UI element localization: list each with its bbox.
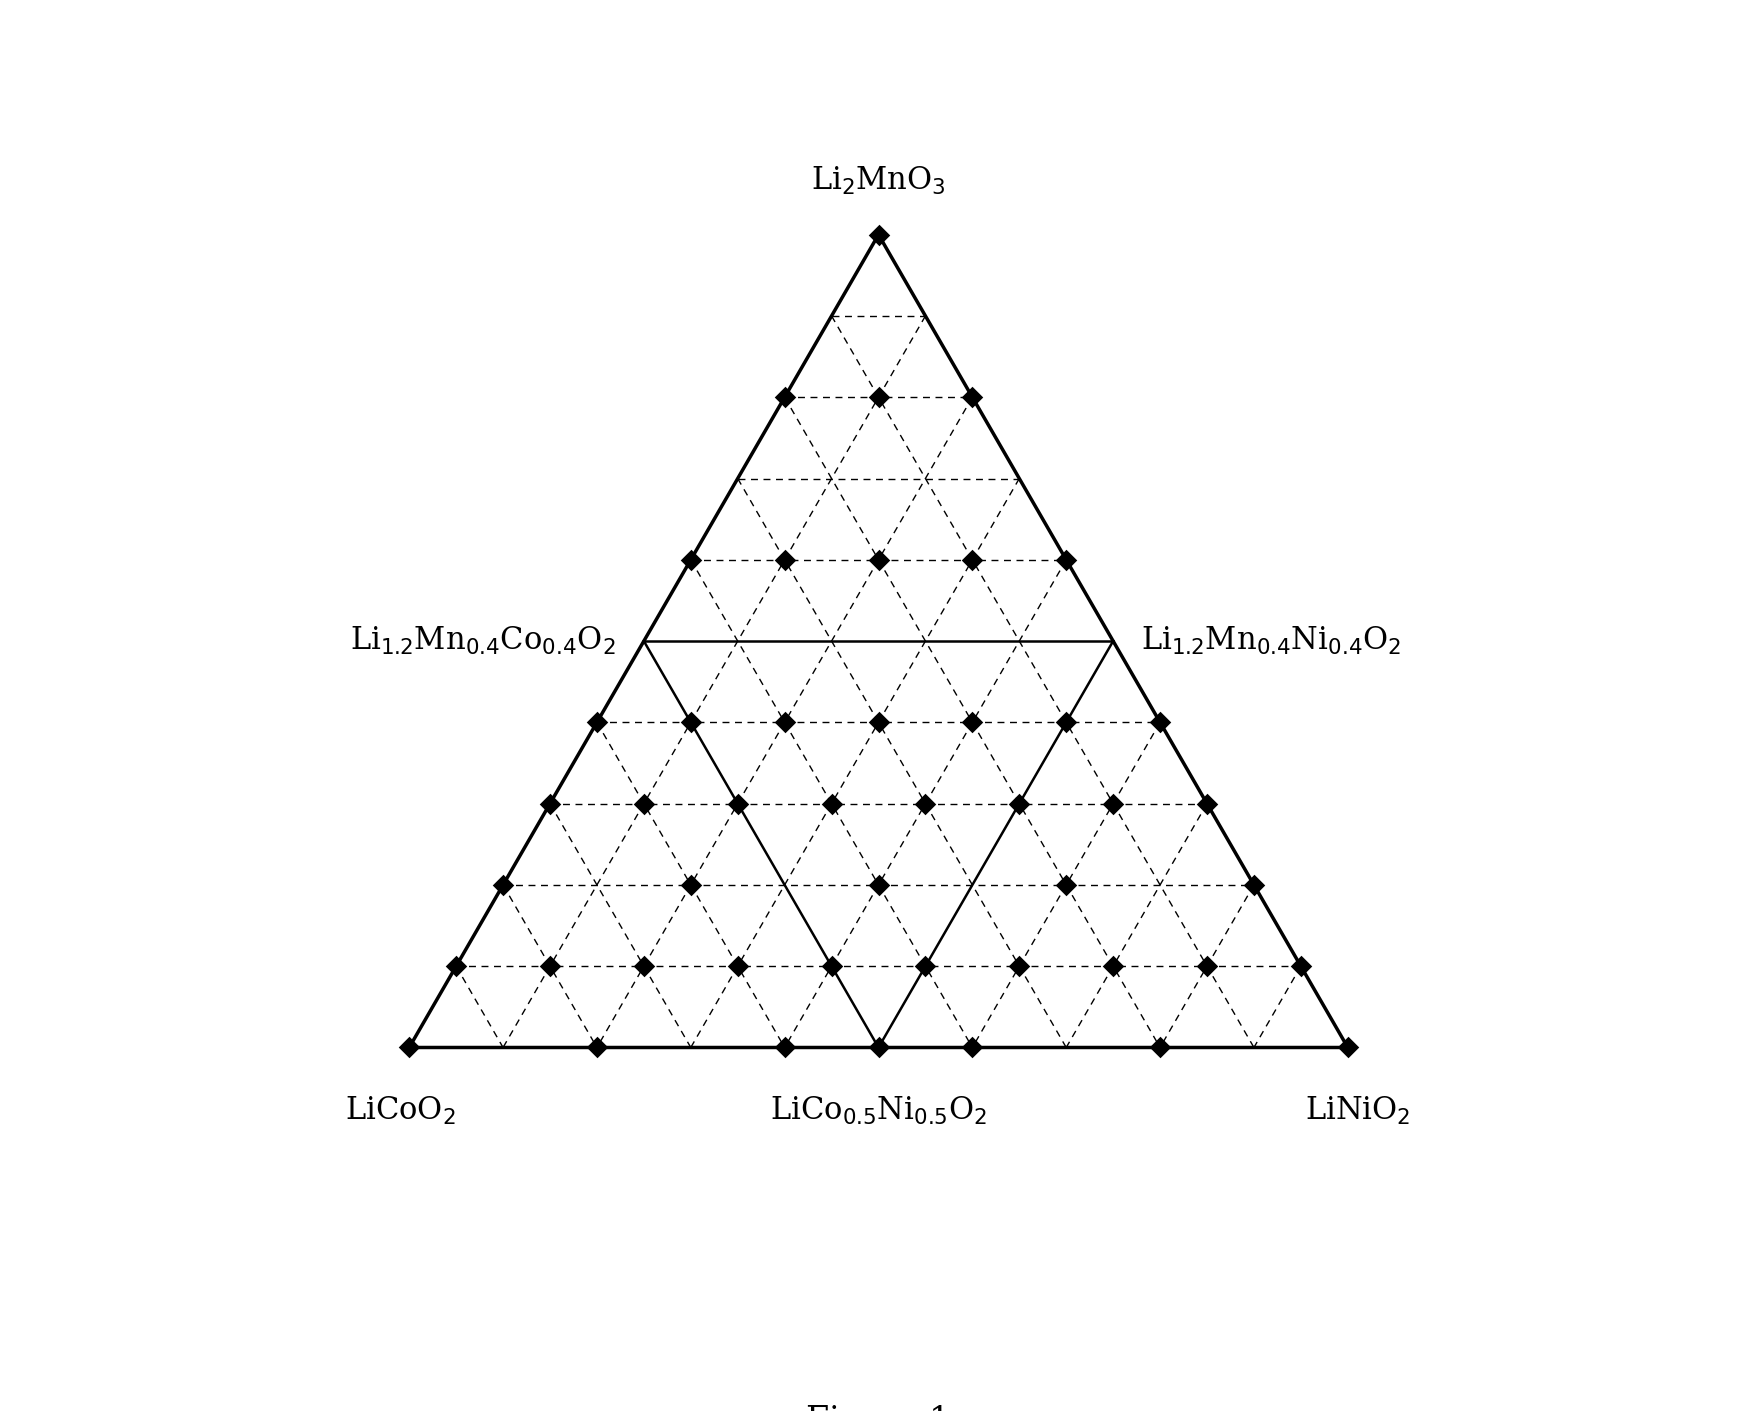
- Point: [1146, 711, 1174, 734]
- Point: [536, 955, 564, 978]
- Point: [1005, 955, 1033, 978]
- Point: [1052, 711, 1081, 734]
- Point: [1052, 873, 1081, 896]
- Point: [771, 711, 799, 734]
- Point: [583, 711, 611, 734]
- Point: [912, 955, 940, 978]
- Point: [1052, 549, 1081, 571]
- Point: [864, 711, 893, 734]
- Point: [958, 1036, 986, 1058]
- Point: [583, 1036, 611, 1058]
- Point: [1100, 793, 1128, 816]
- Point: [817, 955, 845, 978]
- Point: [629, 955, 657, 978]
- Point: [724, 955, 752, 978]
- Point: [443, 955, 471, 978]
- Point: [771, 387, 799, 409]
- Point: [1100, 955, 1128, 978]
- Point: [817, 793, 845, 816]
- Point: [676, 711, 705, 734]
- Point: [676, 873, 705, 896]
- Point: [958, 549, 986, 571]
- Text: Li$_2$MnO$_3$: Li$_2$MnO$_3$: [812, 165, 945, 198]
- Text: Li$_{1.2}$Mn$_{0.4}$Ni$_{0.4}$O$_2$: Li$_{1.2}$Mn$_{0.4}$Ni$_{0.4}$O$_2$: [1142, 625, 1402, 658]
- Point: [724, 793, 752, 816]
- Point: [958, 711, 986, 734]
- Point: [864, 1036, 893, 1058]
- Point: [1146, 1036, 1174, 1058]
- Point: [1005, 793, 1033, 816]
- Point: [629, 793, 657, 816]
- Point: [1193, 793, 1221, 816]
- Point: [864, 223, 893, 246]
- Point: [536, 793, 564, 816]
- Point: [864, 549, 893, 571]
- Point: [912, 793, 940, 816]
- Point: [771, 549, 799, 571]
- Text: Figure 1: Figure 1: [806, 1405, 951, 1411]
- Text: LiNiO$_2$: LiNiO$_2$: [1304, 1095, 1409, 1126]
- Point: [395, 1036, 423, 1058]
- Point: [676, 549, 705, 571]
- Point: [1193, 955, 1221, 978]
- Text: Li$_{1.2}$Mn$_{0.4}$Co$_{0.4}$O$_2$: Li$_{1.2}$Mn$_{0.4}$Co$_{0.4}$O$_2$: [350, 625, 615, 658]
- Text: LiCoO$_2$: LiCoO$_2$: [344, 1095, 455, 1126]
- Point: [1240, 873, 1269, 896]
- Point: [864, 873, 893, 896]
- Point: [488, 873, 517, 896]
- Point: [771, 1036, 799, 1058]
- Point: [864, 387, 893, 409]
- Text: LiCo$_{0.5}$Ni$_{0.5}$O$_2$: LiCo$_{0.5}$Ni$_{0.5}$O$_2$: [770, 1095, 987, 1126]
- Point: [1286, 955, 1314, 978]
- Point: [1334, 1036, 1362, 1058]
- Point: [958, 387, 986, 409]
